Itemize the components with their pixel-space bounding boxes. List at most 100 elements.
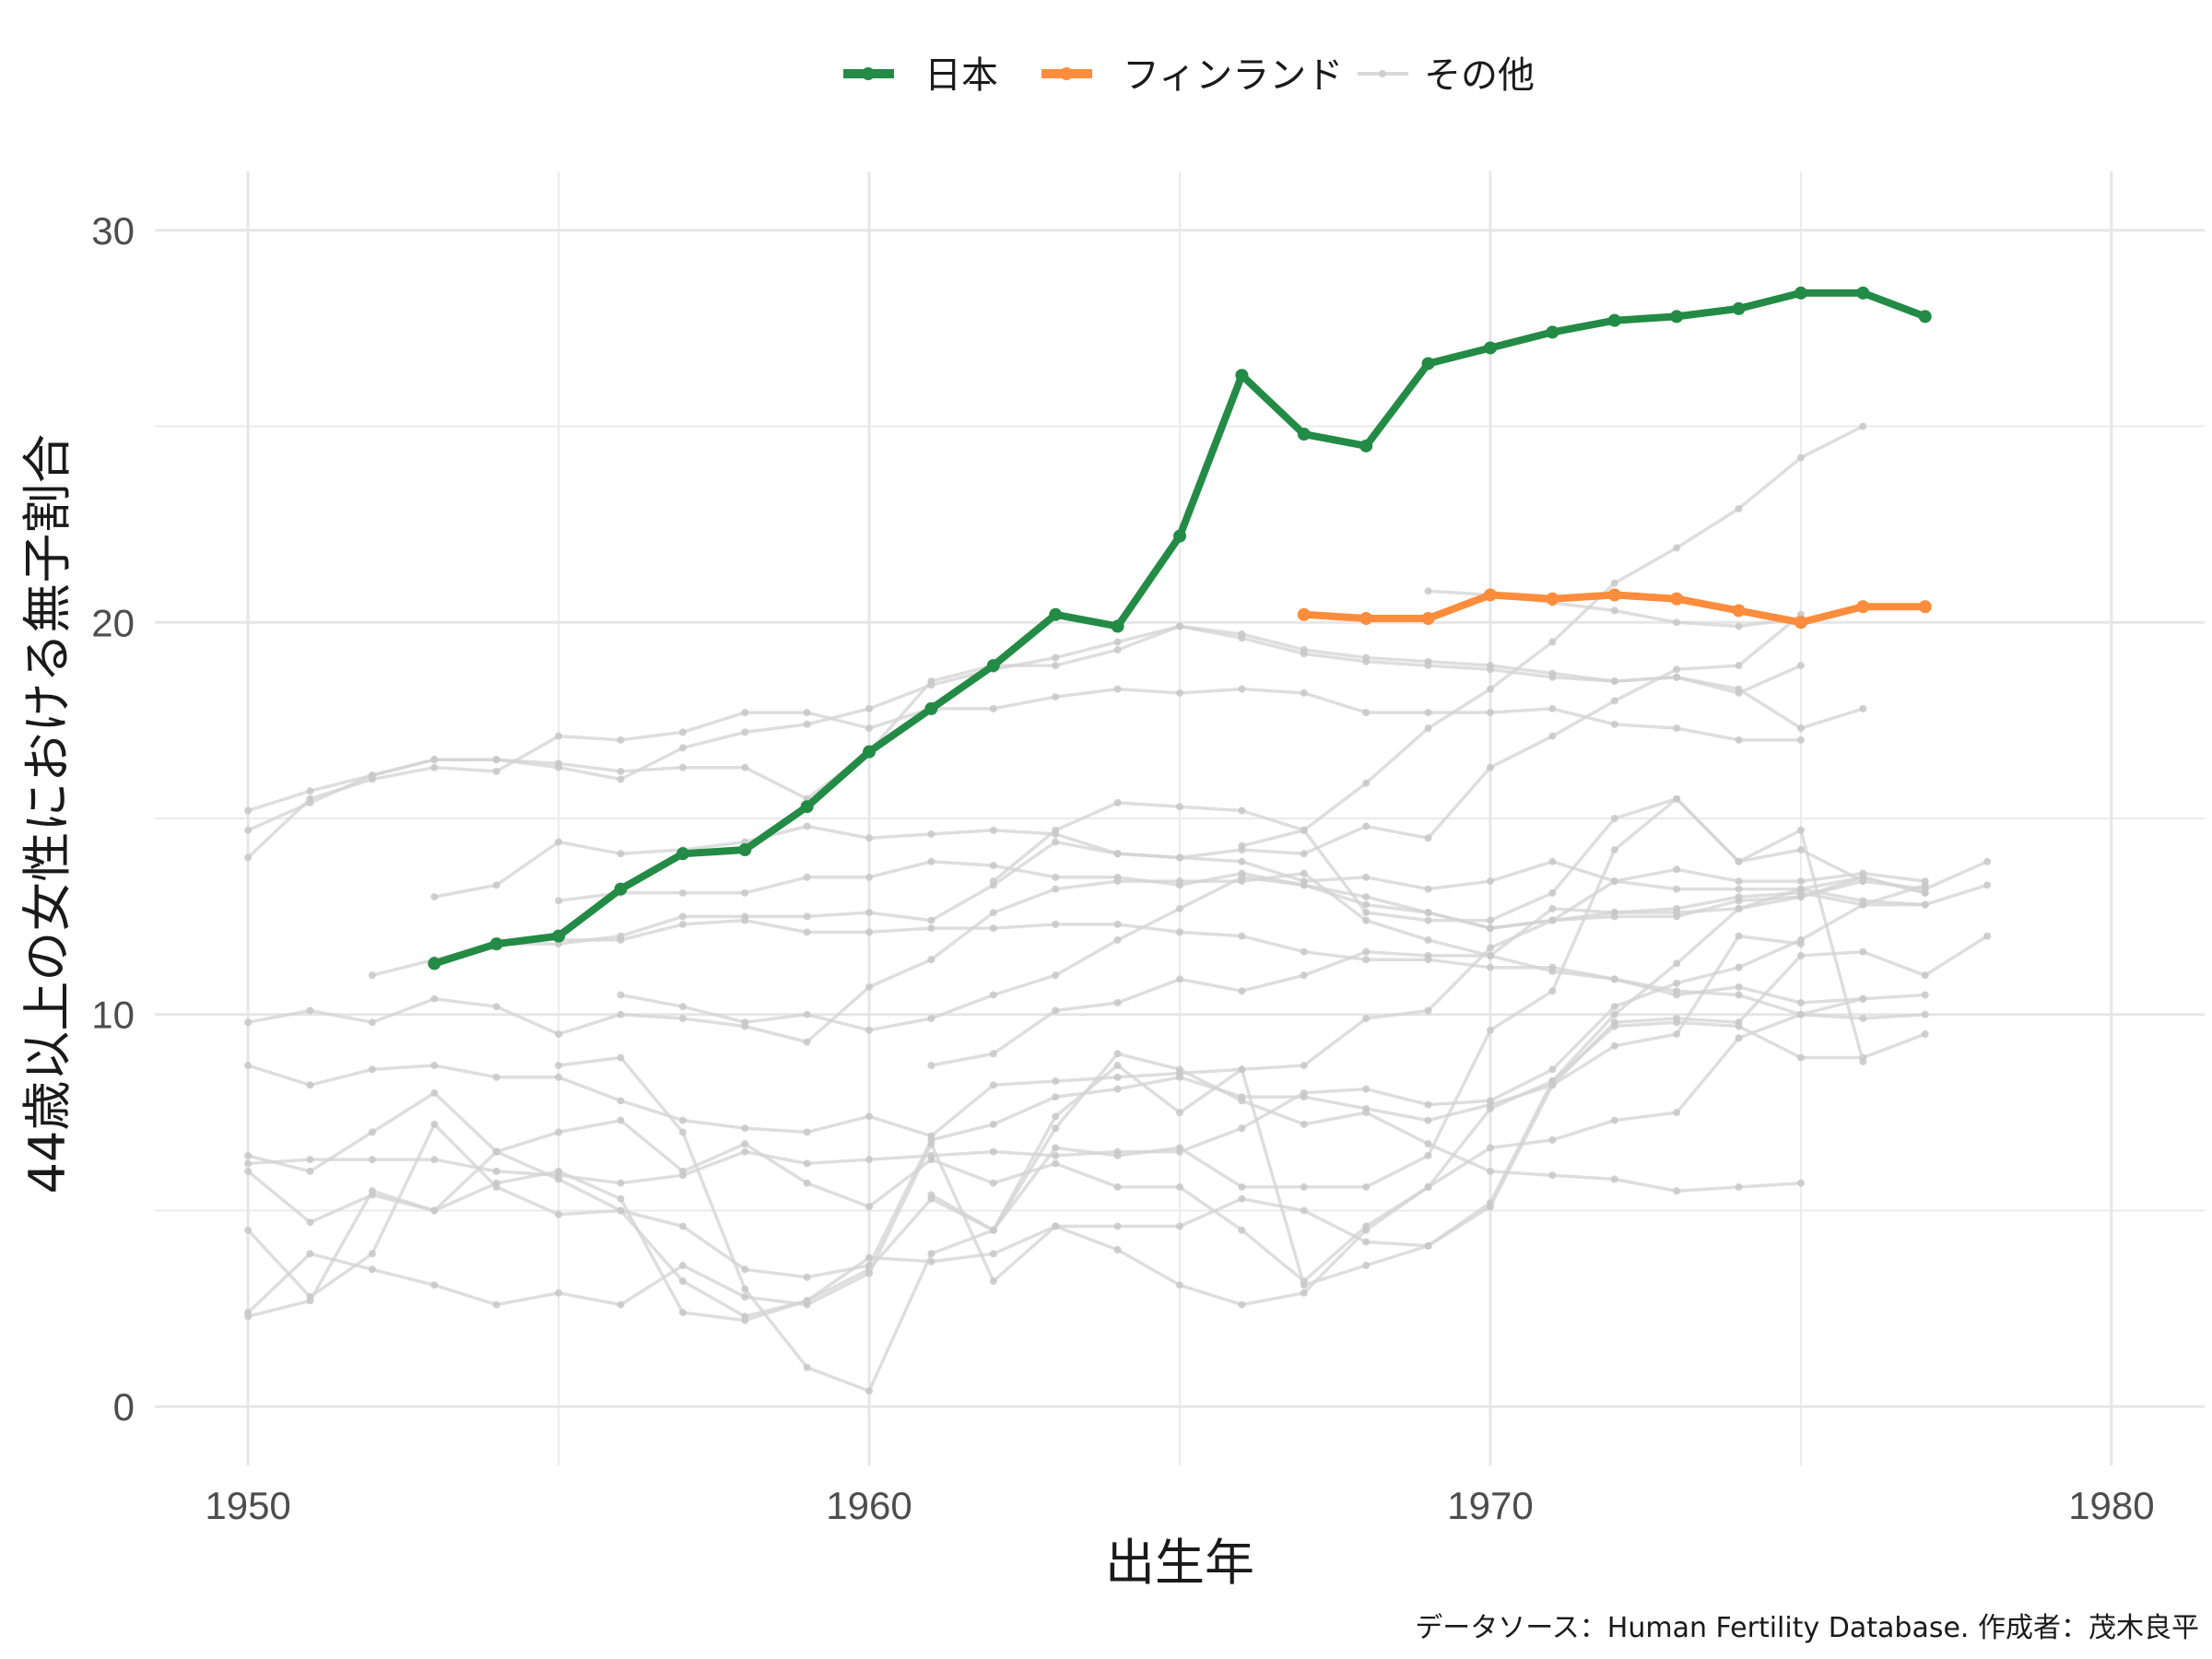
data-point-other	[1796, 846, 1805, 854]
data-point-other	[1548, 1171, 1557, 1180]
data-point-other	[1673, 959, 1681, 968]
data-point-other	[244, 1167, 253, 1175]
data-point-other	[617, 1179, 625, 1187]
data-point-other	[741, 1124, 749, 1133]
data-point-other	[989, 1050, 997, 1058]
data-point-other	[1176, 803, 1183, 811]
data-point-japan	[1235, 369, 1249, 382]
data-point-other	[1052, 1077, 1060, 1086]
data-point-other	[555, 1062, 563, 1070]
data-point-other	[803, 1010, 811, 1018]
data-point-other	[555, 763, 563, 771]
data-point-other	[244, 1062, 253, 1070]
data-point-japan	[1607, 313, 1621, 327]
data-point-japan	[1856, 286, 1870, 300]
data-point-other	[1113, 638, 1122, 646]
data-point-other	[430, 994, 439, 1003]
series-line-other	[246, 1020, 1926, 1314]
data-point-other	[1673, 991, 1681, 999]
data-point-other	[989, 909, 997, 917]
legend-swatch-dot-japan	[862, 67, 875, 80]
data-point-other	[1052, 826, 1060, 834]
data-point-other	[1176, 1144, 1183, 1152]
series-line-other	[246, 1052, 1802, 1319]
data-point-other	[617, 1097, 625, 1105]
data-point-other	[741, 1018, 749, 1027]
data-point-other	[1113, 685, 1122, 693]
data-point-other	[617, 1010, 625, 1018]
data-point-other	[1238, 806, 1246, 815]
data-point-other	[865, 724, 874, 733]
data-point-other	[1362, 779, 1371, 787]
data-point-other	[865, 1112, 874, 1121]
data-point-other	[1424, 834, 1432, 842]
data-point-other	[1796, 893, 1805, 901]
data-point-other	[617, 775, 625, 783]
data-point-other	[430, 1088, 439, 1097]
data-point-other	[306, 1006, 314, 1015]
data-point-other	[1362, 1238, 1371, 1246]
data-point-other	[803, 1128, 811, 1136]
data-point-other	[1052, 1112, 1060, 1121]
data-point-other	[1859, 994, 1867, 1003]
data-point-other	[1673, 618, 1681, 627]
data-point-other	[803, 928, 811, 936]
legend-label-japan: 日本	[924, 54, 998, 97]
data-point-japan	[1794, 286, 1807, 300]
data-point-other	[1486, 951, 1494, 959]
data-point-other	[1113, 935, 1122, 944]
data-point-finland	[1732, 604, 1746, 618]
data-point-other	[1859, 900, 1867, 909]
data-point-other	[244, 1018, 253, 1027]
data-point-other	[1673, 912, 1681, 921]
data-point-other	[741, 763, 749, 771]
data-point-other	[678, 1309, 687, 1317]
data-point-other	[1300, 826, 1308, 834]
data-point-other	[430, 763, 439, 771]
data-point-other	[1486, 709, 1494, 717]
data-point-finland	[1546, 592, 1559, 606]
data-point-japan	[863, 745, 877, 759]
data-point-other	[678, 1003, 687, 1011]
data-point-other	[617, 767, 625, 775]
series-line-other	[371, 840, 1925, 977]
data-point-other	[1610, 1116, 1618, 1124]
data-point-other	[927, 681, 935, 689]
data-point-other	[1113, 1062, 1122, 1070]
data-point-finland	[1607, 588, 1621, 602]
data-point-finland	[1670, 592, 1684, 606]
data-point-japan	[552, 929, 566, 943]
data-point-other	[865, 873, 874, 881]
data-point-other	[1796, 662, 1805, 670]
data-point-other	[1796, 885, 1805, 893]
data-point-other	[1735, 904, 1743, 912]
data-point-other	[1548, 1135, 1557, 1144]
data-point-other	[1052, 1159, 1060, 1168]
legend-item-finland: フィンランド	[1041, 54, 1343, 97]
data-point-other	[368, 1065, 376, 1074]
data-point-other	[1362, 709, 1371, 717]
data-point-other	[989, 1179, 997, 1187]
data-point-other	[1796, 724, 1805, 733]
data-point-other	[1548, 967, 1557, 975]
data-point-other	[678, 1277, 687, 1286]
data-point-other	[927, 857, 935, 865]
x-tick-label: 1980	[2068, 1484, 2154, 1527]
data-point-other	[1176, 1109, 1183, 1117]
data-point-other	[1052, 1124, 1060, 1133]
data-point-other	[1610, 1022, 1618, 1030]
data-point-other	[244, 1151, 253, 1159]
data-point-other	[1859, 1057, 1867, 1065]
legend-swatch-dot-finland	[1060, 67, 1073, 80]
data-point-other	[617, 1300, 625, 1309]
data-point-other	[306, 1250, 314, 1258]
data-point-japan	[428, 957, 441, 971]
data-point-other	[1362, 909, 1371, 917]
data-point-other	[1486, 1167, 1494, 1175]
data-point-other	[1548, 1081, 1557, 1089]
data-point-other	[803, 873, 811, 881]
data-point-other	[927, 956, 935, 964]
data-point-other	[741, 728, 749, 736]
data-point-other	[989, 704, 997, 712]
data-point-other	[1859, 877, 1867, 886]
